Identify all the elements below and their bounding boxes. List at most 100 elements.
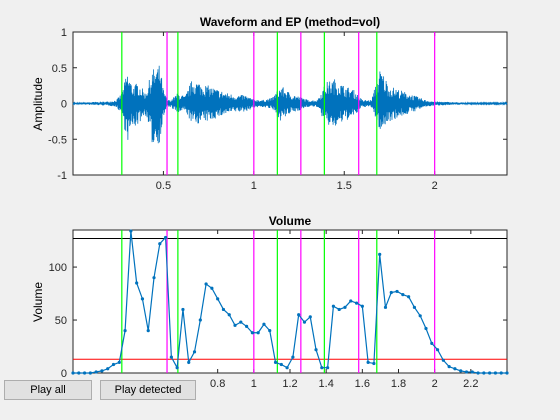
- volume-point: [418, 314, 422, 318]
- volume-point: [94, 370, 98, 374]
- volume-point: [464, 370, 469, 374]
- volume-point: [372, 361, 376, 366]
- volume-point: [360, 304, 364, 308]
- volume-point: [383, 305, 388, 309]
- x-tick-label: 1.6: [355, 378, 370, 390]
- volume-point: [343, 305, 347, 309]
- volume-series-line: [73, 230, 507, 374]
- volume-point: [493, 371, 498, 375]
- volume-point: [82, 371, 87, 375]
- y-tick-label: 1: [61, 27, 67, 39]
- volume-point: [459, 369, 463, 373]
- volume-point: [233, 323, 237, 327]
- x-tick-label: 1.8: [391, 378, 406, 390]
- volume-point: [117, 360, 121, 365]
- y-tick-label: -0.5: [48, 134, 67, 146]
- volume-point: [152, 276, 156, 280]
- volume-point: [424, 326, 428, 331]
- y-tick-label: 50: [55, 315, 67, 327]
- volume-point: [297, 313, 301, 317]
- volume-title: Volume: [269, 214, 312, 228]
- volume-point: [273, 360, 278, 365]
- volume-point: [256, 331, 260, 335]
- volume-point: [401, 293, 405, 297]
- volume-point: [169, 355, 173, 359]
- volume-point: [181, 307, 185, 312]
- x-tick-label: 2.2: [463, 378, 478, 390]
- volume-point: [314, 348, 318, 352]
- volume-axes: Volume Volume 0.8 1 1.2 1.4 1.6 1.8 2 2.2 0 50 100: [31, 214, 509, 390]
- volume-point: [441, 358, 445, 362]
- volume-point: [227, 313, 231, 317]
- volume-point: [187, 360, 191, 365]
- volume-point: [135, 281, 139, 285]
- x-tick-label: 0.5: [156, 180, 171, 192]
- volume-point: [106, 367, 110, 371]
- volume-point: [198, 318, 202, 322]
- volume-point: [378, 252, 382, 256]
- volume-point: [430, 341, 434, 345]
- volume-point: [262, 322, 266, 326]
- x-tick-label: 1.2: [282, 378, 297, 390]
- x-tick-label: 1.4: [319, 378, 334, 390]
- y-tick-label: 0: [61, 368, 67, 380]
- volume-point: [279, 362, 283, 367]
- volume-point: [123, 329, 127, 333]
- y-tick-label: -1: [57, 170, 67, 182]
- volume-point: [291, 355, 295, 359]
- volume-point: [349, 299, 353, 303]
- volume-point: [308, 315, 312, 319]
- volume-point: [320, 366, 324, 370]
- x-tick-label: 1: [251, 180, 257, 192]
- play-detected-button[interactable]: Play detected: [100, 380, 196, 400]
- volume-point: [245, 324, 249, 328]
- volume-point: [71, 371, 75, 375]
- volume-point: [210, 286, 214, 290]
- volume-point: [447, 365, 451, 369]
- volume-point: [499, 371, 503, 375]
- volume-point: [88, 371, 92, 375]
- volume-point: [129, 229, 133, 233]
- volume-point: [412, 305, 417, 309]
- volume-point: [250, 331, 254, 335]
- volume-point: [158, 242, 162, 246]
- waveform-axes: Waveform and EP (method=vol) Amplitude 0…: [31, 15, 508, 192]
- volume-point: [389, 290, 393, 295]
- volume-point: [482, 371, 486, 375]
- volume-point: [163, 235, 168, 240]
- volume-point: [354, 301, 359, 305]
- volume-point: [175, 366, 179, 370]
- volume-point: [395, 289, 399, 294]
- y-tick-label: 0: [61, 99, 67, 111]
- volume-ylabel: Volume: [31, 282, 45, 322]
- waveform-ylabel: Amplitude: [31, 77, 45, 131]
- waveform-title: Waveform and EP (method=vol): [200, 15, 380, 29]
- y-tick-label: 100: [49, 262, 67, 274]
- x-tick-label: 0.8: [210, 378, 225, 390]
- volume-point: [326, 366, 330, 370]
- play-all-button[interactable]: Play all: [4, 380, 92, 400]
- volume-plot-area: [72, 229, 508, 374]
- volume-point: [77, 371, 81, 375]
- volume-point: [285, 366, 289, 370]
- volume-point: [488, 371, 492, 375]
- volume-point: [505, 371, 509, 375]
- volume-point: [100, 369, 104, 373]
- volume-point: [146, 329, 150, 333]
- volume-point: [111, 362, 116, 367]
- volume-point: [140, 297, 145, 301]
- x-tick-label: 2: [432, 378, 438, 390]
- x-tick-label: 2: [432, 180, 438, 192]
- volume-point: [453, 367, 457, 371]
- volume-point: [302, 320, 307, 324]
- x-tick-label: 1.5: [337, 180, 352, 192]
- volume-point: [239, 320, 243, 324]
- volume-point: [268, 329, 272, 333]
- volume-point: [470, 370, 474, 374]
- volume-point: [407, 295, 411, 299]
- volume-point: [192, 350, 197, 354]
- volume-point: [216, 297, 220, 301]
- volume-point: [366, 360, 370, 365]
- x-tick-label: 1: [251, 378, 257, 390]
